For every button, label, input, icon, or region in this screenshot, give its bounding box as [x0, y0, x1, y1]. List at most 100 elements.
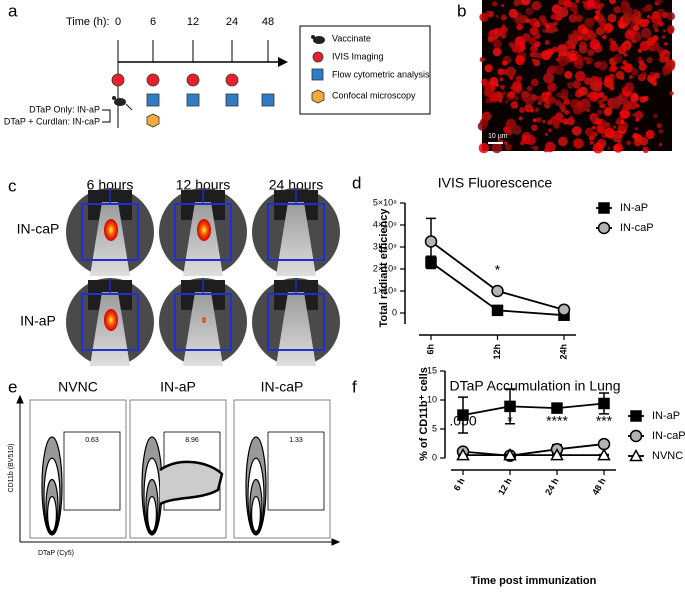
marker [491, 284, 504, 298]
cell [659, 56, 666, 64]
cell [601, 103, 606, 109]
series-line [462, 402, 605, 416]
cell [626, 140, 631, 146]
cell [620, 65, 625, 70]
cell [533, 21, 541, 28]
cell [501, 3, 505, 8]
marker [503, 448, 517, 461]
cell [594, 118, 602, 126]
cell [584, 77, 592, 85]
cell [505, 100, 509, 104]
cell [491, 142, 503, 154]
cell [573, 10, 578, 16]
cell [652, 113, 658, 119]
cell [641, 6, 648, 13]
charts: IVIS Fluorescence Total radiant efficienc… [373, 175, 685, 587]
cell [612, 134, 621, 143]
marker [629, 448, 643, 462]
cell [645, 129, 655, 140]
x-tick-label: 6h [425, 344, 435, 355]
cell [588, 32, 597, 41]
cell [518, 116, 523, 121]
cell [510, 85, 515, 91]
marker [598, 397, 610, 410]
timeline-panel: Time (h): 0 6 12 24 48 DTaP Only: IN-aP … [4, 16, 431, 128]
cell [647, 74, 656, 83]
cell [513, 0, 520, 7]
ivis-signal [202, 317, 206, 323]
ivis-image [66, 278, 154, 366]
cell [621, 42, 626, 48]
cell [492, 39, 502, 49]
cell [651, 11, 660, 19]
cell [599, 104, 603, 108]
cell [544, 141, 556, 153]
marker [597, 448, 611, 461]
cell [547, 65, 557, 75]
cell [666, 25, 675, 33]
cell [558, 136, 568, 147]
panel-letter: f [352, 377, 357, 396]
cell [588, 134, 595, 141]
flow-y-label: CD11b (BV510) [8, 444, 15, 493]
cell [598, 99, 604, 105]
ivis-image [159, 188, 247, 276]
cell [512, 83, 522, 93]
cell [592, 125, 596, 130]
cell [515, 75, 523, 82]
cell [544, 39, 550, 46]
marker [424, 235, 438, 248]
flow-gate-value: 1.33 [289, 437, 303, 444]
cell [525, 18, 531, 24]
cell [526, 85, 533, 92]
cell [623, 52, 628, 57]
cell [623, 63, 633, 73]
flow-plots: NVNC 0.63 IN-aP 8.96 IN-caP 1.33 [29, 379, 331, 539]
cell [533, 59, 541, 67]
marker [598, 202, 610, 214]
cell [662, 71, 668, 77]
cell [571, 45, 576, 50]
cell [568, 14, 578, 23]
cell [624, 29, 635, 40]
y-tick-label: 5×10⁹ [373, 197, 397, 207]
flow-contour [46, 495, 57, 533]
flow-gate [63, 431, 121, 511]
cell [553, 122, 560, 129]
cell [640, 21, 645, 26]
cell [548, 96, 556, 104]
y-tick-label: 4×10⁹ [373, 219, 397, 229]
legend-label: IN-aP [652, 410, 680, 422]
legend-text: IVIS Imaging [332, 51, 384, 61]
cell [478, 142, 490, 154]
cell [637, 74, 645, 82]
cell [512, 47, 519, 53]
cell [613, 143, 623, 153]
cell [637, 56, 642, 61]
y-tick-label: 0 [392, 307, 397, 317]
cell [501, 32, 507, 38]
cell [658, 129, 664, 134]
cell [572, 29, 578, 36]
cell [610, 97, 621, 108]
legend-mouse [311, 35, 325, 44]
cell [568, 33, 575, 41]
cell [504, 143, 512, 151]
flow-plot: IN-aP 8.96 [129, 379, 227, 539]
cell [563, 0, 572, 8]
cell [513, 95, 519, 101]
cell [622, 13, 633, 24]
cell [516, 23, 523, 31]
cell [546, 119, 553, 126]
x-tick-label: 24 h [543, 476, 561, 497]
cell [543, 72, 554, 84]
cell [586, 103, 591, 108]
cell [643, 95, 649, 102]
ivis-signal [104, 309, 118, 331]
cell [656, 123, 662, 129]
flow-arrows [16, 394, 341, 546]
mouse-body [276, 202, 316, 276]
cell [508, 8, 518, 19]
flow-plot: NVNC 0.63 [29, 379, 127, 539]
cell [577, 15, 583, 21]
